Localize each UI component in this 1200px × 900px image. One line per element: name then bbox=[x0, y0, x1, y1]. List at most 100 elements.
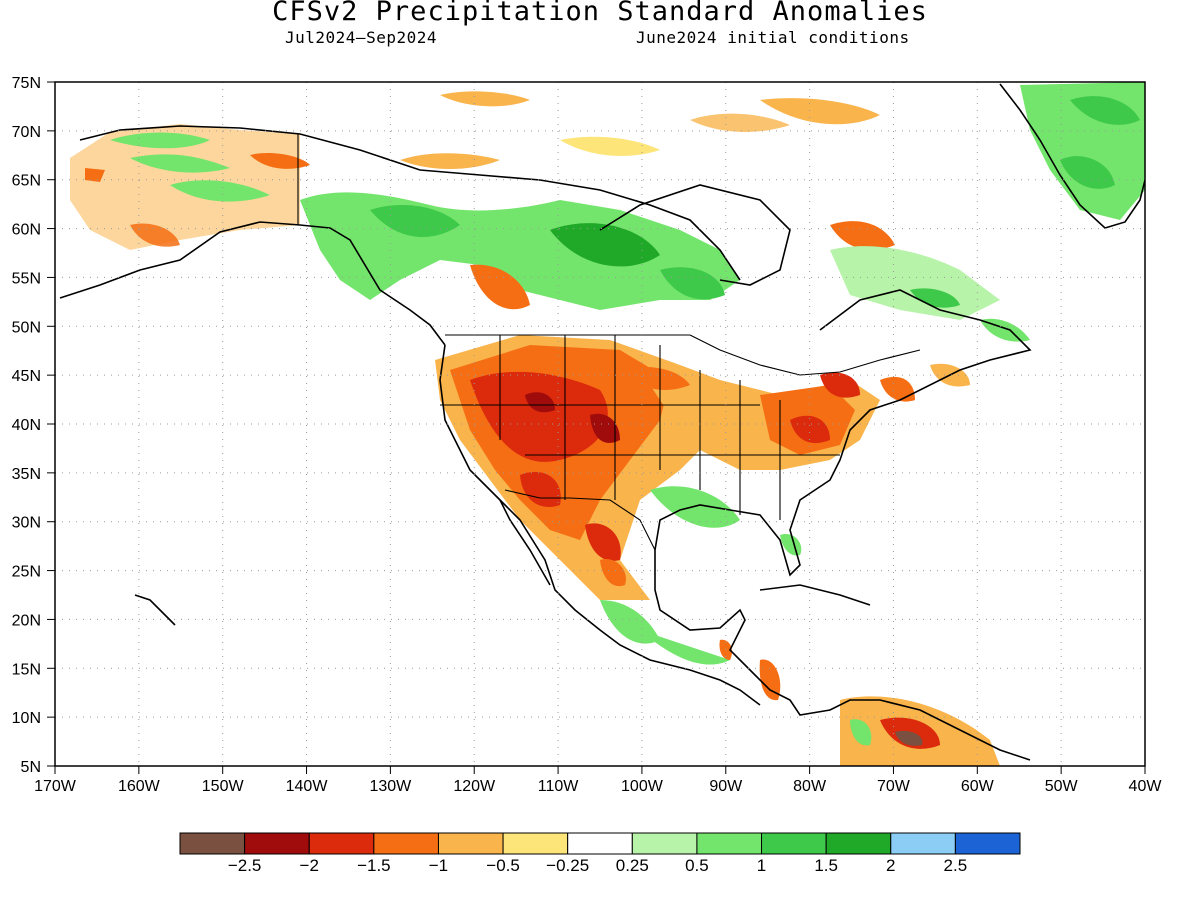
lat-tick-label: 60N bbox=[12, 222, 41, 239]
lon-tick-label: 100W bbox=[621, 778, 664, 795]
colorbar-tick-label: −2.5 bbox=[227, 856, 262, 875]
anomaly-region bbox=[895, 730, 923, 746]
anomaly-region bbox=[830, 246, 1000, 320]
anomaly-region bbox=[1060, 156, 1115, 189]
lat-tick-label: 20N bbox=[12, 612, 41, 629]
colorbar bbox=[179, 832, 1021, 855]
coastline-east bbox=[654, 289, 1032, 761]
lon-tick-label: 90W bbox=[709, 778, 743, 795]
lat-tick-label: 45N bbox=[12, 368, 41, 385]
anomaly-region bbox=[370, 205, 460, 237]
colorbar-tick-label: 2 bbox=[886, 856, 896, 875]
colorbar-tick-label: −0.5 bbox=[486, 856, 520, 875]
anomaly-region bbox=[550, 223, 660, 267]
lon-tick-label: 60W bbox=[961, 778, 995, 795]
lat-tick-label: 25N bbox=[12, 564, 41, 581]
colorbar-tick-label: −2 bbox=[299, 856, 319, 875]
lon-tick-label: 150W bbox=[202, 778, 245, 795]
anomaly-region bbox=[620, 366, 690, 390]
anomaly-region bbox=[585, 523, 621, 561]
lon-tick-label: 160W bbox=[118, 778, 161, 795]
anomaly-region bbox=[850, 719, 872, 746]
anomaly-fields bbox=[70, 82, 1145, 766]
lat-tick-label: 40N bbox=[12, 417, 41, 434]
border-us-mexico bbox=[504, 489, 656, 551]
colorbar-swatch bbox=[825, 832, 892, 855]
anomaly-region bbox=[440, 91, 530, 107]
longitude-axis: 170W 160W 150W 140W 130W 120W 110W 100W 90W 80W 70… bbox=[34, 766, 1162, 795]
anomaly-region bbox=[170, 180, 270, 202]
lat-tick-label: 70N bbox=[12, 124, 41, 141]
lon-tick-label: 170W bbox=[34, 778, 77, 795]
anomaly-region bbox=[85, 168, 105, 182]
anomaly-region bbox=[470, 371, 608, 462]
anomaly-region bbox=[790, 415, 830, 444]
anomaly-region bbox=[600, 559, 626, 587]
map-title: CFSv2 Precipitation Standard Anomalies bbox=[272, 0, 928, 27]
colorbar-swatch bbox=[761, 832, 827, 855]
lat-tick-label: 55N bbox=[12, 270, 41, 287]
lat-tick-label: 30N bbox=[12, 515, 41, 532]
colorbar-swatch bbox=[437, 832, 504, 855]
coastline-west-us bbox=[439, 344, 761, 706]
lon-tick-label: 40W bbox=[1129, 778, 1163, 795]
anomaly-region bbox=[470, 264, 530, 310]
anomaly-region bbox=[130, 223, 180, 247]
forecast-period: Jul2024–Sep2024 bbox=[285, 28, 437, 47]
anomaly-region bbox=[910, 288, 960, 308]
colorbar-swatch bbox=[502, 832, 569, 855]
lon-tick-label: 120W bbox=[453, 778, 496, 795]
anomaly-region bbox=[830, 221, 895, 250]
colorbar-swatch bbox=[696, 832, 763, 855]
colorbar-swatch bbox=[373, 832, 439, 855]
lat-tick-label: 5N bbox=[21, 759, 41, 776]
lon-tick-label: 50W bbox=[1045, 778, 1079, 795]
lat-tick-label: 75N bbox=[12, 75, 41, 92]
lon-tick-label: 80W bbox=[793, 778, 827, 795]
colorbar-swatch bbox=[890, 832, 956, 855]
lat-tick-label: 15N bbox=[12, 661, 41, 678]
latitude-axis: 75N 70N 65N 60N 55N 50N 45N 40N 35N 30N 25N 20N 15N 1… bbox=[12, 75, 55, 776]
anomaly-region bbox=[130, 154, 230, 173]
coastline-arctic bbox=[79, 125, 741, 281]
anomaly-region bbox=[690, 113, 790, 132]
colorbar-swatch bbox=[631, 832, 698, 855]
anomaly-region bbox=[400, 153, 500, 169]
anomaly-region bbox=[590, 413, 620, 443]
colorbar-swatch bbox=[954, 832, 1021, 855]
coastline-greenland bbox=[999, 83, 1145, 229]
anomaly-region bbox=[1070, 96, 1140, 125]
coastline-baja bbox=[499, 499, 551, 586]
anomaly-region bbox=[250, 153, 310, 169]
colorbar-tick-label: −0.25 bbox=[546, 856, 590, 875]
colorbar-tick-label: −1 bbox=[428, 856, 449, 875]
initial-conditions: June2024 initial conditions bbox=[636, 28, 910, 47]
colorbar-swatch bbox=[308, 832, 375, 855]
anomaly-region bbox=[660, 267, 725, 300]
colorbar-swatch bbox=[567, 832, 633, 855]
coastline-hudson bbox=[599, 184, 791, 286]
coastline-hawaii bbox=[134, 594, 176, 626]
colorbar-tick-label: 0.25 bbox=[615, 856, 649, 875]
lon-tick-label: 110W bbox=[538, 778, 580, 795]
anomaly-region bbox=[110, 132, 210, 149]
colorbar-tick-label: 1 bbox=[756, 856, 767, 875]
lat-tick-label: 35N bbox=[12, 466, 41, 483]
anomaly-region bbox=[880, 376, 915, 402]
anomaly-region bbox=[760, 98, 880, 125]
colorbar-tick-label: 2.5 bbox=[943, 856, 968, 875]
lon-tick-label: 130W bbox=[369, 778, 412, 795]
anomaly-region bbox=[759, 659, 781, 701]
colorbar-tick-label: −1.5 bbox=[357, 856, 391, 875]
lon-tick-label: 70W bbox=[877, 778, 911, 795]
lon-tick-label: 140W bbox=[286, 778, 329, 795]
colorbar-tick-label: 0.5 bbox=[685, 856, 709, 875]
coastlines bbox=[59, 83, 1145, 761]
colorbar-swatch bbox=[244, 832, 310, 855]
colorbar-swatch bbox=[179, 832, 246, 855]
coastline-cuba bbox=[759, 584, 871, 606]
anomaly-region bbox=[640, 630, 730, 665]
anomaly-region bbox=[560, 136, 660, 156]
anomaly-region bbox=[820, 372, 860, 398]
